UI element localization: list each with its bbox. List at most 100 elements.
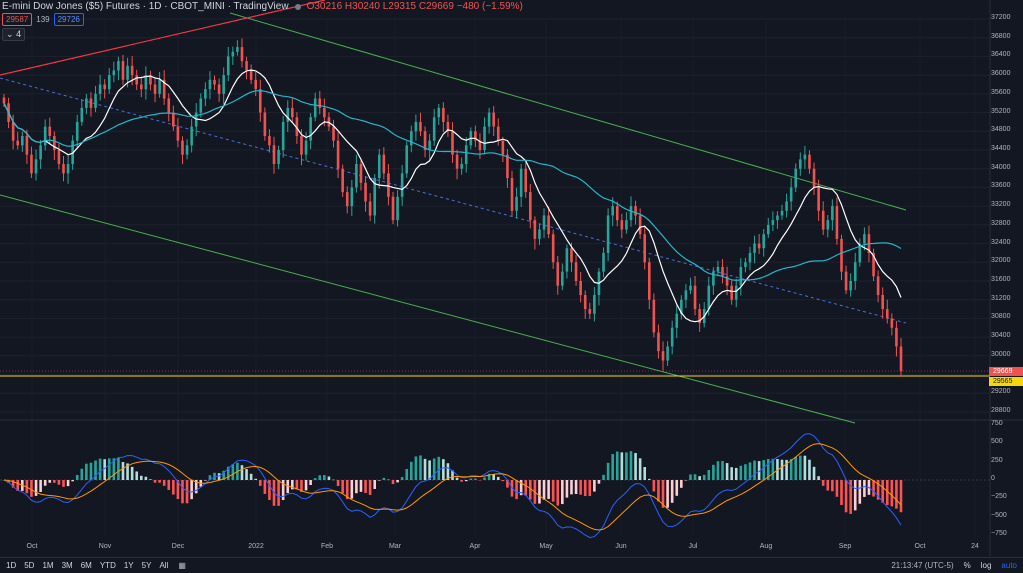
- candle-body: [524, 168, 528, 193]
- candle-body: [231, 51, 235, 57]
- macd-histogram-bar: [734, 467, 738, 480]
- candle-body: [895, 327, 898, 347]
- candle-body: [876, 276, 880, 296]
- macd-histogram-bar: [542, 480, 546, 500]
- price-tick-label: 36000: [991, 70, 1011, 78]
- macd-histogram-bar: [565, 480, 569, 498]
- macd-histogram-bar: [789, 459, 793, 480]
- macd-histogram-bar: [872, 480, 875, 497]
- macd-histogram-bar: [382, 477, 386, 480]
- macd-histogram-bar: [268, 480, 271, 500]
- price-tick-label: 31600: [991, 276, 1011, 283]
- candle-body: [776, 215, 779, 221]
- candle-body: [341, 168, 344, 193]
- log-toggle[interactable]: log: [980, 561, 992, 570]
- macd-histogram-bar: [451, 470, 454, 480]
- timeframe-button[interactable]: All: [159, 561, 169, 570]
- candle-body: [414, 121, 418, 132]
- candle-body: [821, 210, 825, 230]
- chart-header: E-mini Dow Jones ($5) Futures · 1D · CBO…: [2, 1, 523, 12]
- candle-body: [258, 89, 262, 113]
- macd-histogram-bar: [181, 480, 184, 504]
- candle-body: [899, 346, 903, 372]
- trend-line: [0, 0, 326, 76]
- candle-body: [208, 79, 212, 90]
- macd-histogram-bar: [762, 460, 766, 480]
- macd-histogram-bar: [405, 468, 409, 480]
- candle-body: [11, 121, 15, 141]
- timeframe-button[interactable]: 6M: [80, 561, 92, 570]
- candle-body: [25, 135, 29, 155]
- candle-body: [643, 234, 647, 263]
- clock-display[interactable]: 21:13:47 (UTC-5): [891, 561, 954, 570]
- macd-histogram-bar: [702, 474, 706, 480]
- date-tick-label: Apr: [469, 543, 481, 550]
- candle-body: [675, 313, 679, 328]
- candle-body: [588, 309, 592, 314]
- percent-toggle[interactable]: %: [963, 561, 971, 570]
- macd-histogram-bar: [831, 480, 834, 492]
- candle-body: [698, 309, 701, 324]
- candle-body: [98, 84, 102, 94]
- candle-body: [217, 84, 221, 94]
- candle-body: [423, 131, 427, 150]
- macd-histogram-bar: [574, 480, 578, 495]
- macd-histogram-bar: [194, 480, 198, 494]
- candle-body: [680, 299, 683, 314]
- macd-histogram-bar: [812, 466, 816, 480]
- calendar-icon[interactable]: ▦: [178, 561, 186, 570]
- channel-midline: [0, 77, 907, 324]
- timeframe-button[interactable]: YTD: [99, 561, 116, 570]
- price-tick-label: 34000: [991, 163, 1011, 171]
- timeframe-button[interactable]: 5Y: [141, 561, 152, 570]
- price-tick-label: 30000: [991, 350, 1011, 358]
- sell-button[interactable]: 29587: [2, 13, 33, 26]
- macd-histogram-bar: [625, 452, 628, 480]
- candle-body: [400, 173, 404, 197]
- symbol-title[interactable]: E-mini Dow Jones ($5) Futures · 1D · CBO…: [2, 1, 289, 12]
- candle-body: [117, 61, 120, 71]
- auto-scale-toggle[interactable]: auto: [1001, 561, 1017, 570]
- macd-histogram-bar: [670, 480, 674, 503]
- candle-body: [510, 178, 514, 211]
- timeframe-button[interactable]: 1D: [6, 561, 17, 570]
- candle-body: [858, 243, 862, 263]
- candle-body: [835, 206, 839, 239]
- timeframe-button[interactable]: 5D: [24, 561, 35, 570]
- candle-body: [16, 140, 20, 146]
- timeframe-button[interactable]: 1M: [42, 561, 54, 570]
- date-tick-label: Feb: [320, 543, 334, 550]
- candle-body: [176, 126, 180, 141]
- date-tick-label: 24: [971, 543, 979, 550]
- candle-body: [359, 164, 363, 183]
- candle-body: [515, 196, 518, 211]
- candle-body: [780, 210, 784, 216]
- timeframe-button[interactable]: 1Y: [123, 561, 134, 570]
- date-tick-label: Oct: [914, 543, 926, 550]
- indicators-toggle[interactable]: ⌄ 4: [2, 28, 26, 41]
- macd-histogram-bar: [53, 480, 56, 483]
- macd-histogram-bar: [615, 451, 619, 480]
- macd-histogram-bar: [373, 480, 376, 489]
- buy-button[interactable]: 29726: [53, 13, 84, 26]
- candle-body: [355, 164, 358, 188]
- macd-histogram-bar: [204, 480, 207, 481]
- macd-histogram-bar: [419, 455, 422, 480]
- macd-histogram-bar: [226, 466, 230, 480]
- macd-histogram-bar: [66, 480, 70, 487]
- price-tick-label: 30400: [991, 332, 1011, 340]
- macd-histogram-bar: [748, 462, 752, 480]
- macd-histogram-bar: [231, 464, 235, 480]
- macd-line: [3, 433, 902, 539]
- macd-histogram-bar: [725, 463, 729, 480]
- macd-histogram-bar: [876, 480, 880, 500]
- macd-histogram-bar: [71, 480, 74, 482]
- candle-body: [368, 201, 372, 216]
- macd-histogram-bar: [387, 479, 390, 481]
- candle-body: [382, 154, 386, 174]
- candle-body: [716, 266, 720, 272]
- candle-body: [885, 309, 889, 319]
- timeframe-button[interactable]: 3M: [61, 561, 73, 570]
- candle-body: [291, 107, 294, 118]
